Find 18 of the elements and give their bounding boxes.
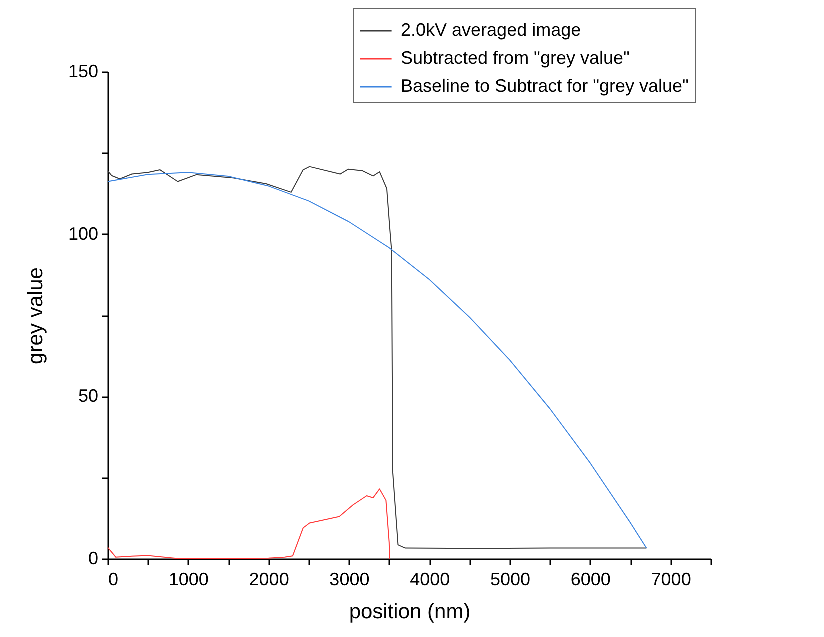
- x-tick-label: 6000: [570, 570, 611, 590]
- x-tick-label: 3000: [330, 570, 370, 590]
- x-tick-label: 1000: [168, 570, 209, 590]
- y-tick-label: 0: [88, 548, 98, 568]
- x-tick-label: 5000: [490, 570, 531, 590]
- x-tick-label: 7000: [651, 570, 692, 590]
- y-tick-label: 50: [78, 386, 98, 406]
- x-tick-label: 0: [108, 570, 119, 590]
- legend-label: 2.0kV averaged image: [401, 20, 582, 40]
- y-tick-label: 100: [68, 224, 98, 244]
- x-tick-label: 4000: [410, 570, 450, 590]
- y-axis-title: grey value: [24, 268, 48, 364]
- x-tick-label: 2000: [249, 570, 290, 590]
- line-series: [108, 488, 390, 560]
- y-tick-label: 150: [68, 62, 98, 82]
- legend-label: Subtracted from "grey value": [401, 48, 630, 68]
- legend-label: Baseline to Subtract for "grey value": [401, 76, 689, 96]
- x-axis-title: position (nm): [349, 600, 471, 624]
